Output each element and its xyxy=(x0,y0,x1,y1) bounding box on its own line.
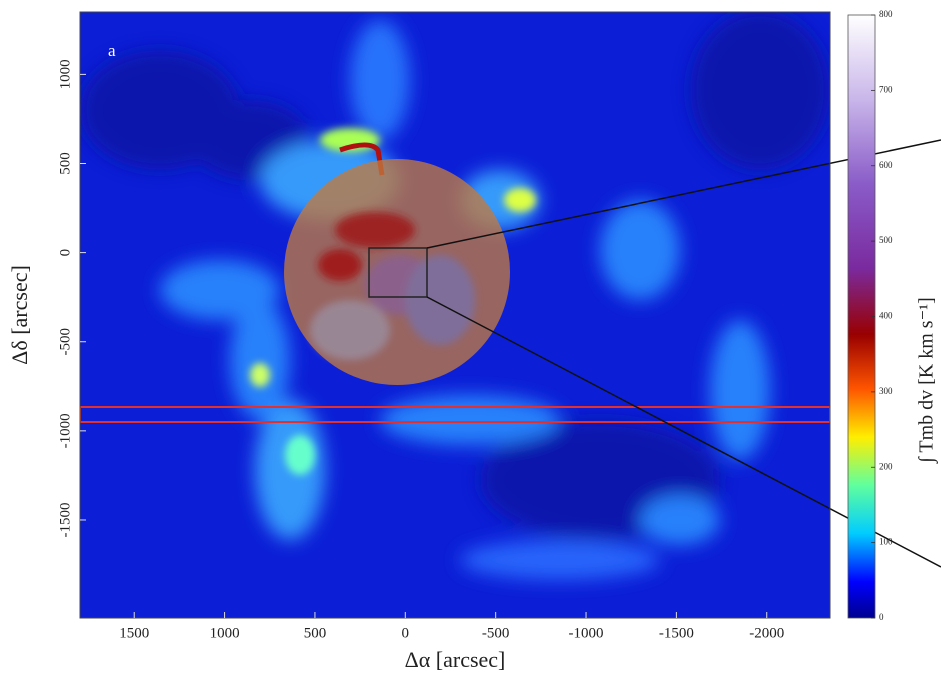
y-tick-label: -500 xyxy=(57,328,73,356)
x-axis-label: Δα [arcsec] xyxy=(405,647,506,672)
x-tick-label: 1000 xyxy=(210,625,240,641)
colorbar-tick-label: 600 xyxy=(879,160,893,170)
x-tick-label: 1500 xyxy=(119,625,149,641)
y-tick-label: 500 xyxy=(57,152,73,175)
colorbar-tick-label: 500 xyxy=(879,235,893,245)
colorbar-label: ∫ Tmb dv [K km s⁻¹] xyxy=(916,297,939,465)
panel-label: a xyxy=(108,41,116,60)
y-tick-label: 0 xyxy=(57,249,73,257)
y-tick-label: -1000 xyxy=(57,413,73,448)
colorbar-tick-label: 400 xyxy=(879,311,893,321)
x-tick-label: -1000 xyxy=(569,625,604,641)
x-tick-label: -1500 xyxy=(659,625,694,641)
colorbar-tick-label: 700 xyxy=(879,84,893,94)
x-tick-label: -500 xyxy=(482,625,510,641)
y-tick-label: -1500 xyxy=(57,502,73,537)
colorbar xyxy=(848,15,875,618)
colorbar-tick-label: 200 xyxy=(879,461,893,471)
colorbar-tick-label: 0 xyxy=(879,612,884,622)
x-tick-label: 500 xyxy=(304,625,327,641)
x-tick-label: -2000 xyxy=(749,625,784,641)
figure: a Δα [arcsec] Δδ [arcsec] ∫ Tmb dv [K km… xyxy=(0,0,941,686)
colorbar-tick-label: 300 xyxy=(879,386,893,396)
colorbar-tick-label: 800 xyxy=(879,9,893,19)
colorbar-tick-label: 100 xyxy=(879,537,893,547)
y-axis-label: Δδ [arcsec] xyxy=(7,265,32,365)
intensity-map xyxy=(80,10,830,618)
x-tick-label: 0 xyxy=(402,625,410,641)
y-tick-label: 1000 xyxy=(57,59,73,89)
